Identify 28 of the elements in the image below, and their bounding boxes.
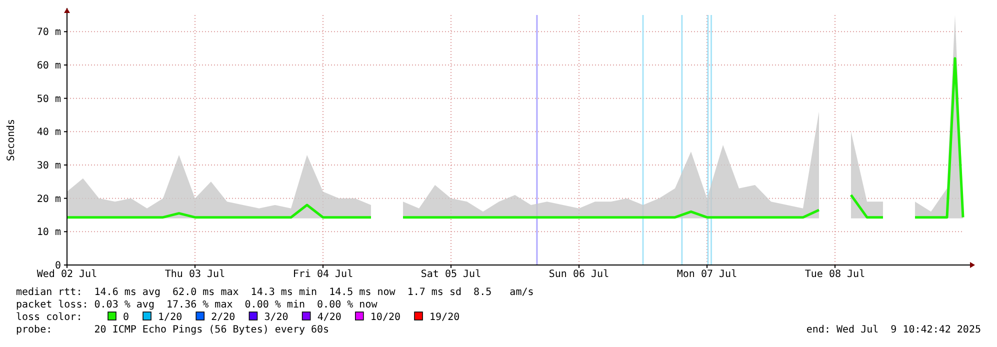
legend-label: 2/20 (211, 312, 236, 323)
x-tick-label: Fri 04 Jul (292, 269, 354, 280)
x-tick-label: Tue 08 Jul (804, 269, 866, 280)
text: median rtt: 14.6 ms avg 62.0 ms max 14.3 ms min 14.5 ms now 1.7 ms sd 8.5 am/s (16, 287, 534, 298)
text: end: Wed Jul 9 10:42:42 2025 (806, 324, 981, 336)
y-tick-label: 60 m (36, 60, 61, 72)
y-axis-title: Seconds (6, 118, 17, 162)
legend-label: 1/20 (158, 312, 182, 323)
x-tick-label: Mon 07 Jul (676, 269, 738, 280)
text: packet loss: 0.03 % avg 17.36 % max 0.00 % min 0.00 % now (16, 300, 378, 310)
x-tick-label: Wed 02 Jul (36, 269, 98, 280)
legend-title: loss color: (16, 312, 82, 323)
legend-label: 3/20 (264, 312, 288, 323)
x-tick-label: Thu 03 Jul (164, 269, 226, 280)
y-tick-label: 10 m (36, 227, 61, 238)
legend-label: 19/20 (430, 312, 460, 323)
y-tick-label: 50 m (36, 94, 61, 105)
text: probe: 20 ICMP Echo Pings (56 Bytes) every 60s (16, 324, 330, 336)
legend-label: 0 (123, 312, 130, 323)
y-tick-label: 40 m (36, 127, 61, 138)
legend-label: 4/20 (317, 312, 342, 323)
legend-label: 10/20 (370, 312, 401, 323)
x-tick-label: Sun 06 Jul (548, 269, 610, 280)
y-tick-label: 0 (54, 260, 61, 272)
y-tick-label: 30 m (36, 160, 61, 172)
y-tick-label: 70 m (36, 27, 61, 38)
x-tick-label: Sat 05 Jul (420, 269, 482, 280)
y-tick-label: 20 m (36, 194, 61, 205)
